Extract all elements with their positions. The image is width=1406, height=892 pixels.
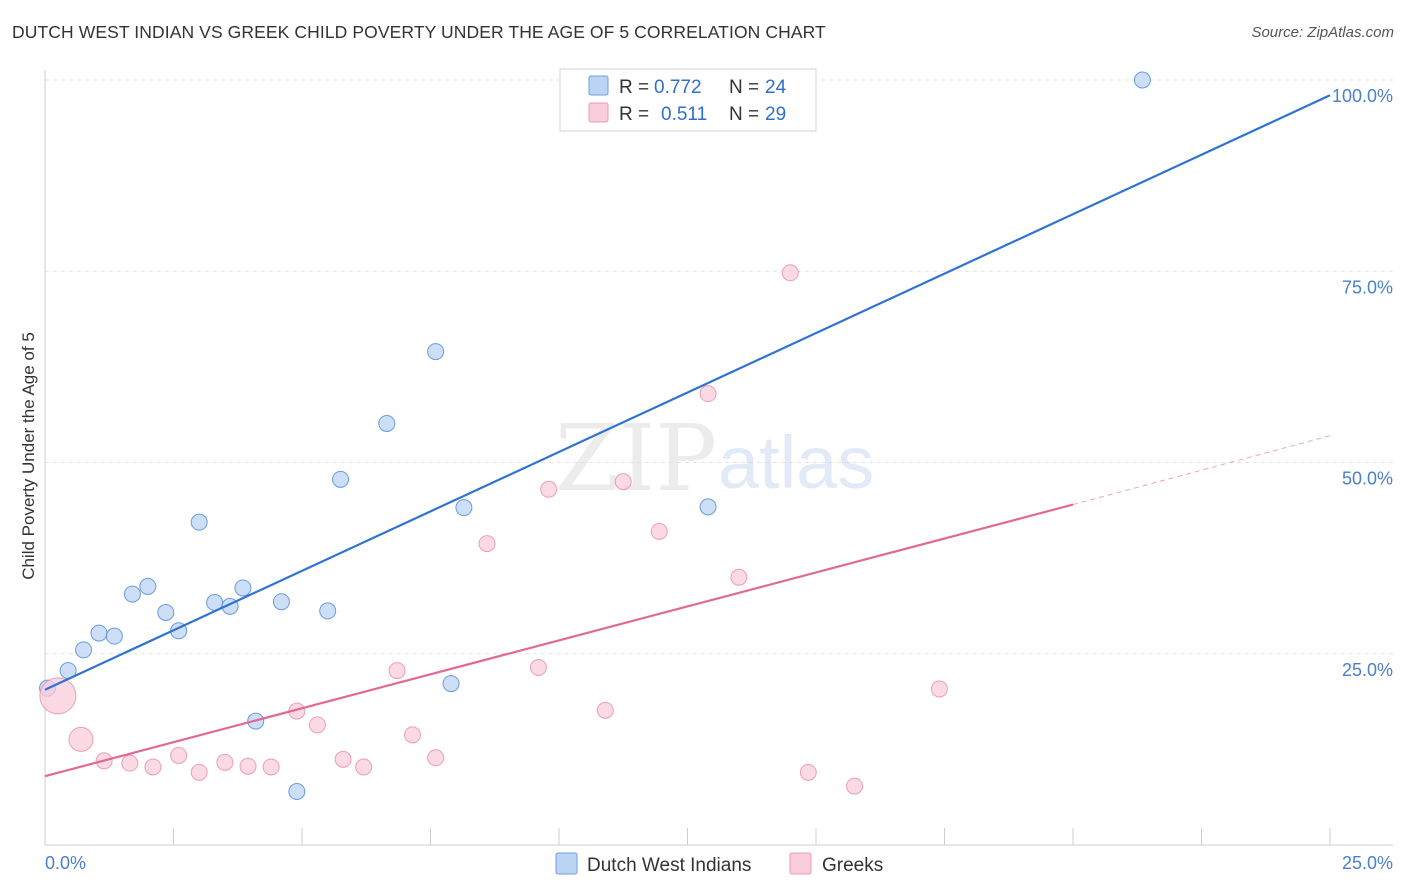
dutch-point-20 bbox=[442, 675, 460, 693]
greek-point-24 bbox=[730, 568, 748, 586]
greek-point-1 bbox=[68, 726, 94, 752]
dutch-point-22 bbox=[699, 498, 717, 516]
greek-point-15 bbox=[404, 726, 422, 744]
dutch-point-9 bbox=[190, 513, 208, 531]
dutch-point-3 bbox=[90, 624, 108, 642]
greek-point-21 bbox=[614, 473, 632, 491]
greek-point-8 bbox=[239, 757, 257, 775]
source-label: Source: ZipAtlas.com bbox=[1251, 24, 1394, 41]
greek-point-20 bbox=[596, 701, 614, 719]
legend-r-label-1: R = bbox=[619, 77, 649, 98]
dutch-point-16 bbox=[319, 602, 337, 620]
bottom-legend-dutch: Dutch West Indians bbox=[587, 855, 751, 876]
greek-point-23 bbox=[699, 385, 717, 403]
dutch-point-23 bbox=[1133, 71, 1151, 89]
dutch-trend-line bbox=[44, 94, 1331, 691]
x-tick-label-max: 25.0% bbox=[1342, 853, 1393, 873]
bottom-legend-swatch-greek bbox=[789, 852, 812, 875]
legend-n-label-1: N = bbox=[729, 77, 759, 98]
dutch-point-12 bbox=[234, 579, 252, 597]
legend-n-label-2: N = bbox=[729, 104, 759, 125]
greek-point-26 bbox=[799, 763, 817, 781]
legend-swatch-greek bbox=[588, 102, 609, 123]
greek-trend-extension bbox=[1072, 435, 1331, 506]
dutch-point-5 bbox=[123, 585, 141, 603]
greek-point-16 bbox=[427, 749, 445, 767]
bottom-legend-greek: Greeks bbox=[822, 855, 883, 876]
greek-point-5 bbox=[170, 746, 188, 764]
dutch-point-18 bbox=[378, 414, 396, 432]
greek-point-11 bbox=[308, 716, 326, 734]
greek-point-7 bbox=[216, 753, 234, 771]
legend-r-label-2: R = bbox=[619, 104, 649, 125]
dutch-point-4 bbox=[105, 627, 123, 645]
dutch-point-2 bbox=[75, 641, 93, 659]
dutch-point-6 bbox=[139, 577, 157, 595]
greek-point-4 bbox=[144, 758, 162, 776]
greek-trend-line bbox=[44, 503, 1074, 778]
legend-r-value-1: 0.772 bbox=[654, 77, 702, 98]
watermark-atlas: atlas bbox=[718, 421, 874, 504]
legend-r-value-2: 0.511 bbox=[661, 104, 707, 125]
y-tick-label-75: 75.0% bbox=[1342, 277, 1393, 297]
greek-point-3 bbox=[121, 754, 139, 772]
dutch-point-19 bbox=[427, 343, 445, 361]
greek-point-13 bbox=[355, 758, 373, 776]
legend-box: R = 0.772 N = 24 R = 0.511 N = 29 bbox=[559, 68, 817, 132]
greek-point-12 bbox=[334, 750, 352, 768]
greek-point-22 bbox=[650, 522, 668, 540]
greek-point-27 bbox=[846, 777, 864, 795]
greek-point-25 bbox=[781, 264, 799, 282]
y-tick-label-25: 25.0% bbox=[1342, 660, 1393, 680]
watermark-zip: ZIP bbox=[555, 405, 717, 512]
x-tick-label-min: 0.0% bbox=[45, 853, 86, 873]
gridlines bbox=[45, 79, 1393, 655]
greek-point-18 bbox=[529, 659, 547, 677]
greek-point-14 bbox=[388, 662, 406, 680]
y-tick-label-100: 100.0% bbox=[1332, 86, 1393, 106]
dutch-point-7 bbox=[157, 603, 175, 621]
greek-point-17 bbox=[478, 535, 496, 553]
dutch-point-17 bbox=[332, 470, 350, 488]
greek-point-9 bbox=[262, 758, 280, 776]
greek-point-6 bbox=[190, 763, 208, 781]
trend-lines bbox=[44, 94, 1331, 778]
data-points bbox=[39, 71, 1151, 800]
x-axis-ticks bbox=[173, 828, 1331, 845]
y-axis-label: Child Poverty Under the Age of 5 bbox=[19, 332, 38, 580]
dutch-point-15 bbox=[288, 782, 306, 800]
chart-title: DUTCH WEST INDIAN VS GREEK CHILD POVERTY… bbox=[12, 22, 826, 42]
dutch-point-21 bbox=[455, 499, 473, 517]
watermark: ZIP atlas bbox=[555, 405, 874, 512]
legend-swatch-dutch bbox=[588, 75, 609, 96]
y-tick-label-50: 50.0% bbox=[1342, 469, 1393, 489]
bottom-legend-swatch-dutch bbox=[555, 852, 578, 875]
bottom-legend: Dutch West Indians Greeks bbox=[555, 852, 883, 876]
greek-point-28 bbox=[930, 680, 948, 698]
dutch-point-14 bbox=[272, 593, 290, 611]
y-tick-labels: 25.0% 50.0% 75.0% 100.0% bbox=[1332, 86, 1393, 680]
legend-n-value-1: 24 bbox=[765, 77, 787, 98]
greek-point-19 bbox=[540, 480, 558, 498]
legend-n-value-2: 29 bbox=[765, 104, 786, 125]
